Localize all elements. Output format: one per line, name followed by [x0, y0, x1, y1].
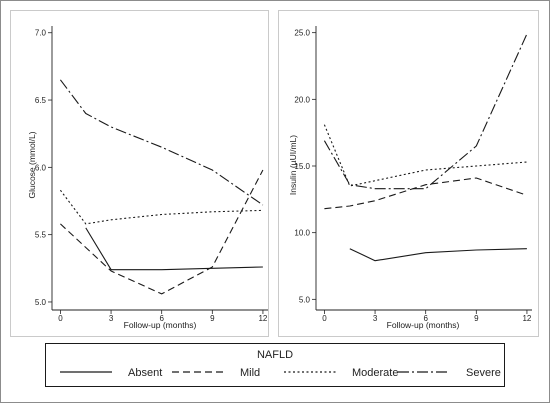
legend-items: Absent Mild Moderate Severe — [60, 367, 501, 379]
insulin-series-severe — [323, 33, 528, 190]
glucose-series-mild — [60, 169, 264, 295]
legend: NAFLD Absent Mild Moderate Severe — [45, 343, 505, 387]
glucose-y-tick-label: 5.0 — [35, 298, 47, 307]
glucose-panel: 5.0 5.5 6.0 6.5 7.0 0 3 6 9 12 Glucose (mmol/L) F… — [10, 10, 269, 337]
insulin-y-tick-label: 15.0 — [294, 162, 310, 171]
legend-box — [45, 343, 505, 387]
glucose-x-tick-label: 9 — [210, 314, 215, 323]
insulin-series-moderate — [323, 124, 527, 187]
legend-title: NAFLD — [257, 349, 293, 361]
insulin-x-tick-label: 9 — [474, 314, 479, 323]
glucose-x-tick-label: 6 — [159, 314, 164, 323]
insulin-y-tick-label: 25.0 — [294, 29, 310, 38]
legend-label-mild: Mild — [240, 367, 260, 379]
glucose-x-tick-label: 0 — [58, 314, 63, 323]
insulin-panel: 5.0 10.0 15.0 20.0 25.0 0 3 6 9 12 Insulin (µUI/m… — [278, 10, 539, 337]
insulin-axes: 5.0 10.0 15.0 20.0 25.0 0 3 6 9 12 — [294, 26, 532, 323]
insulin-x-tick-label: 3 — [373, 314, 378, 323]
legend-label-absent: Absent — [128, 367, 162, 379]
legend-label-severe: Severe — [466, 367, 501, 379]
glucose-y-tick-label: 6.5 — [35, 96, 47, 105]
glucose-y-tick-label: 7.0 — [35, 29, 47, 38]
insulin-y-tick-label: 10.0 — [294, 229, 310, 238]
insulin-y-tick-label: 5.0 — [299, 295, 311, 304]
glucose-x-tick-label: 3 — [109, 314, 114, 323]
glucose-x-tick-label: 12 — [258, 314, 267, 323]
legend-label-moderate: Moderate — [352, 367, 398, 379]
glucose-y-tick-label: 6.0 — [35, 163, 47, 172]
insulin-x-tick-label: 6 — [423, 314, 428, 323]
glucose-y-axis-label: Glucose (mmol/L) — [27, 131, 37, 198]
insulin-series — [323, 33, 528, 262]
glucose-series-absent — [85, 227, 263, 271]
glucose-series-severe — [59, 79, 264, 206]
insulin-y-tick-label: 20.0 — [294, 95, 310, 104]
glucose-x-axis-label: Follow-up (months) — [124, 320, 197, 330]
glucose-y-tick-label: 5.5 — [35, 231, 47, 240]
insulin-y-axis-label: Insulin (µUI/mL) — [288, 135, 298, 195]
glucose-series — [59, 79, 264, 295]
insulin-series-mild — [324, 177, 528, 210]
insulin-x-axis-label: Follow-up (months) — [387, 320, 460, 330]
glucose-axes: 5.0 5.5 6.0 6.5 7.0 0 3 6 9 12 — [35, 26, 268, 323]
insulin-x-tick-label: 0 — [322, 314, 327, 323]
glucose-plot-frame — [10, 10, 269, 337]
insulin-series-absent — [349, 248, 527, 262]
insulin-x-tick-label: 12 — [522, 314, 531, 323]
